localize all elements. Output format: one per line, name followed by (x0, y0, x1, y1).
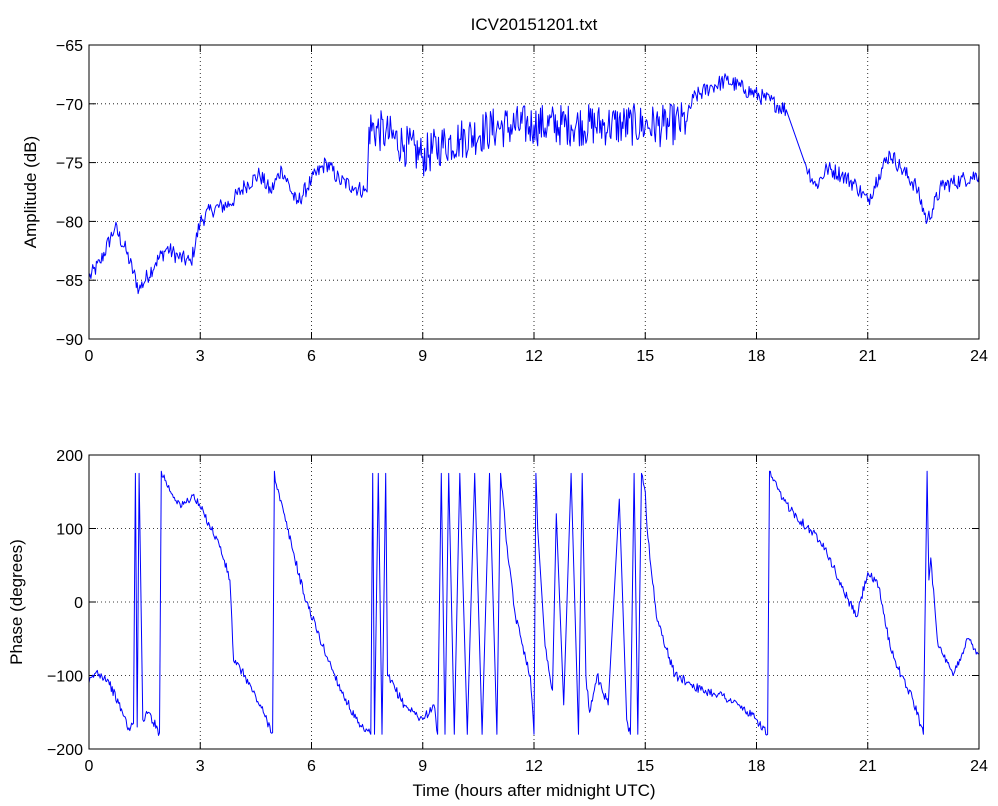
x-tick-label: 18 (748, 758, 766, 775)
amplitude-plot: 0 3 6 9 12 15 18 21 24 −65 −70 −75 −80 −85 −90 ICV20151… (21, 15, 988, 365)
y-tick-label: −65 (56, 38, 83, 55)
y-axis-label: Phase (degrees) (7, 539, 26, 665)
x-tick-label: 21 (859, 348, 877, 365)
y-tick-label: −70 (56, 97, 83, 114)
axes-frame (88, 44, 980, 340)
y-tick-label: −90 (56, 332, 83, 349)
x-tick-label: 18 (748, 348, 766, 365)
x-tick-label: 24 (970, 758, 988, 775)
y-axis-label: Amplitude (dB) (21, 136, 40, 248)
x-tick-label: 3 (196, 348, 205, 365)
y-tick-label: 0 (74, 595, 83, 612)
x-tick-label: 21 (859, 758, 877, 775)
y-tick-label: −75 (56, 156, 83, 173)
series-line (88, 73, 980, 295)
chart-title: ICV20151201.txt (471, 15, 598, 34)
x-tick-label: 24 (970, 348, 988, 365)
x-tick-label: 0 (85, 348, 94, 365)
x-tick-label: 6 (307, 758, 316, 775)
x-tick-label: 0 (85, 758, 94, 775)
x-tick-label: 12 (525, 348, 543, 365)
y-tick-label: −80 (56, 214, 83, 231)
y-tick-label: −85 (56, 273, 83, 290)
x-tick-label: 9 (418, 758, 427, 775)
series-line (88, 470, 980, 736)
axes-frame (88, 454, 980, 750)
x-tick-label: 3 (196, 758, 205, 775)
x-tick-label: 15 (636, 348, 654, 365)
y-tick-label: −100 (47, 669, 83, 686)
x-tick-label: 12 (525, 758, 543, 775)
x-tick-label: 6 (307, 348, 316, 365)
x-tick-label: 15 (636, 758, 654, 775)
y-tick-label: −200 (47, 742, 83, 759)
y-tick-label: 100 (56, 522, 83, 539)
x-tick-label: 9 (418, 348, 427, 365)
x-axis-label: Time (hours after midnight UTC) (412, 781, 655, 800)
phase-plot: 0 3 6 9 12 15 18 21 24 200 100 0 −100 −200 Time (hours… (7, 448, 988, 800)
y-tick-label: 200 (56, 448, 83, 465)
